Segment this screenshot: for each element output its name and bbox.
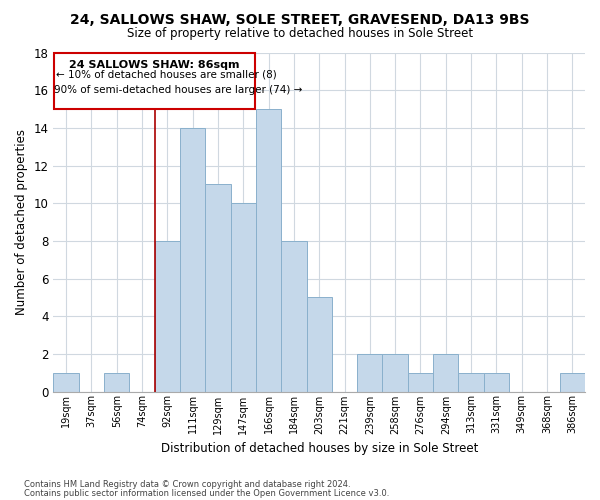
X-axis label: Distribution of detached houses by size in Sole Street: Distribution of detached houses by size … (161, 442, 478, 455)
Bar (155, 241, 180, 392)
Text: Contains public sector information licensed under the Open Government Licence v3: Contains public sector information licen… (24, 489, 389, 498)
Bar (560, 372, 585, 392)
Y-axis label: Number of detached properties: Number of detached properties (15, 129, 28, 315)
Text: 24, SALLOWS SHAW, SOLE STREET, GRAVESEND, DA13 9BS: 24, SALLOWS SHAW, SOLE STREET, GRAVESEND… (70, 12, 530, 26)
Bar (256, 109, 281, 392)
Bar (307, 298, 332, 392)
Text: 24 SALLOWS SHAW: 86sqm: 24 SALLOWS SHAW: 86sqm (70, 60, 240, 70)
Bar (281, 241, 307, 392)
FancyBboxPatch shape (54, 52, 256, 109)
Bar (180, 128, 205, 392)
Bar (433, 354, 458, 392)
Bar (205, 184, 230, 392)
Bar (357, 354, 382, 392)
Bar (458, 372, 484, 392)
Bar (53, 372, 79, 392)
Text: Size of property relative to detached houses in Sole Street: Size of property relative to detached ho… (127, 28, 473, 40)
Bar (382, 354, 408, 392)
Bar (484, 372, 509, 392)
Text: Contains HM Land Registry data © Crown copyright and database right 2024.: Contains HM Land Registry data © Crown c… (24, 480, 350, 489)
Bar (230, 203, 256, 392)
Text: 90% of semi-detached houses are larger (74) →: 90% of semi-detached houses are larger (… (54, 84, 302, 94)
Text: ← 10% of detached houses are smaller (8): ← 10% of detached houses are smaller (8) (56, 70, 277, 80)
Bar (104, 372, 130, 392)
Bar (408, 372, 433, 392)
